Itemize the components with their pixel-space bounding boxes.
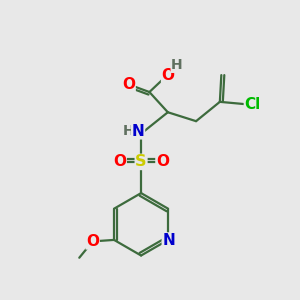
Text: O: O bbox=[162, 68, 175, 82]
Text: Cl: Cl bbox=[244, 97, 261, 112]
Text: N: N bbox=[132, 124, 145, 139]
Text: H: H bbox=[123, 124, 134, 138]
Text: O: O bbox=[122, 77, 135, 92]
Text: N: N bbox=[162, 233, 175, 248]
Text: O: O bbox=[156, 154, 169, 169]
Text: O: O bbox=[86, 234, 99, 249]
Text: H: H bbox=[171, 58, 183, 72]
Text: O: O bbox=[113, 154, 126, 169]
Text: S: S bbox=[135, 154, 147, 169]
